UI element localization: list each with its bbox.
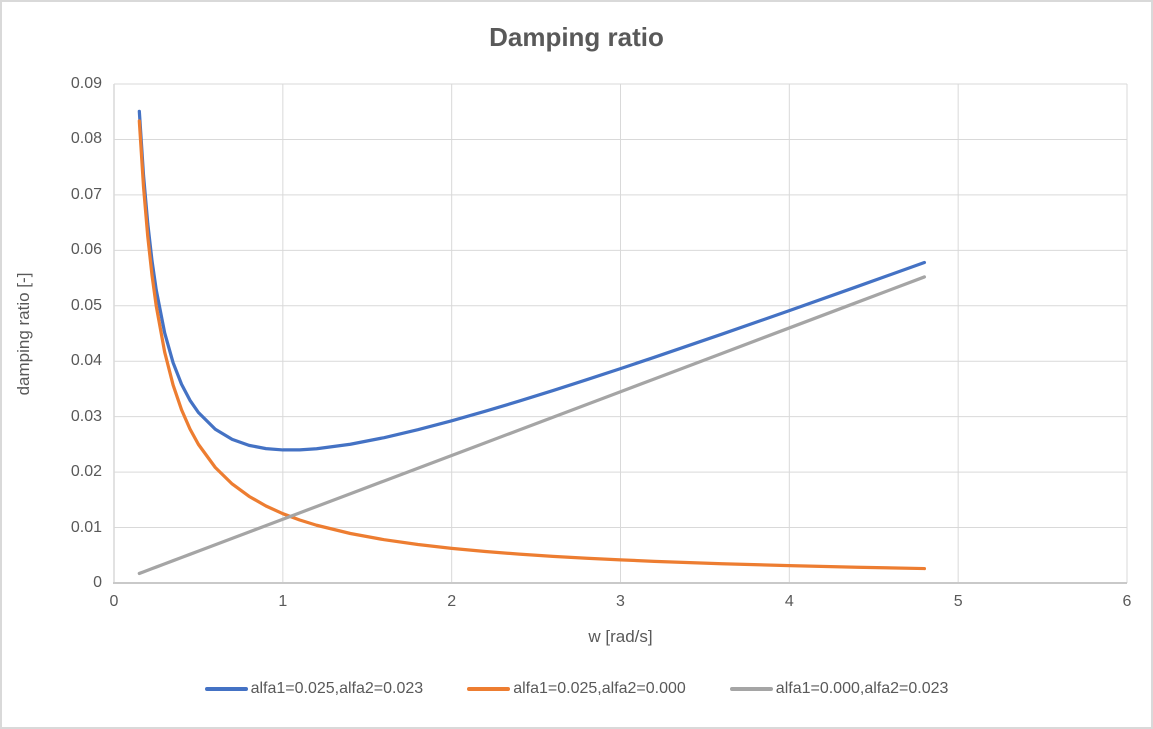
y-tick-label: 0.09	[70, 75, 102, 92]
y-tick-label: 0.04	[70, 352, 102, 370]
series-line-2[interactable]	[137, 275, 927, 576]
y-tick-label: 0.06	[70, 241, 102, 259]
legend-item-2[interactable]: alfa1=0.000,alfa2=0.023	[729, 680, 949, 698]
x-tick-label: 2	[447, 593, 457, 610]
x-tick-label: 4	[784, 593, 794, 610]
legend-label: alfa1=0.025,alfa2=0.023	[250, 680, 424, 697]
legend-label: alfa1=0.000,alfa2=0.023	[775, 680, 949, 697]
legend: alfa1=0.025,alfa2=0.023 alfa1=0.025,alfa2…	[2, 680, 1151, 698]
y-tick-label: 0.02	[70, 463, 102, 481]
series-line-0[interactable]	[137, 109, 927, 452]
legend-line-swatch	[204, 687, 248, 691]
legend-item-0[interactable]: alfa1=0.025,alfa2=0.023	[204, 680, 424, 698]
series-line-1[interactable]	[137, 119, 927, 571]
y-axis-title: damping ratio [-]	[14, 272, 33, 396]
y-tick-label: 0.01	[70, 518, 102, 536]
y-tick-label: 0	[93, 574, 102, 591]
y-tick-label: 0.05	[70, 296, 102, 314]
legend-line-swatch	[467, 687, 511, 691]
x-axis-title: w [rad/s]	[588, 627, 653, 646]
y-tick-label: 0.08	[70, 130, 102, 148]
legend-item-1[interactable]: alfa1=0.025,alfa2=0.000	[467, 680, 686, 698]
x-tick-label: 5	[953, 593, 963, 610]
x-tick-label: 0	[109, 593, 119, 610]
y-tick-label: 0.03	[70, 407, 102, 425]
y-tick-label: 0.07	[70, 185, 102, 203]
legend-label: alfa1=0.025,alfa2=0.000	[513, 680, 686, 697]
legend-line-swatch	[729, 687, 773, 691]
x-tick-label: 3	[616, 593, 625, 610]
chart-title: Damping ratio	[489, 22, 664, 52]
x-tick-label: 1	[278, 593, 288, 610]
x-tick-label: 6	[1122, 593, 1132, 610]
